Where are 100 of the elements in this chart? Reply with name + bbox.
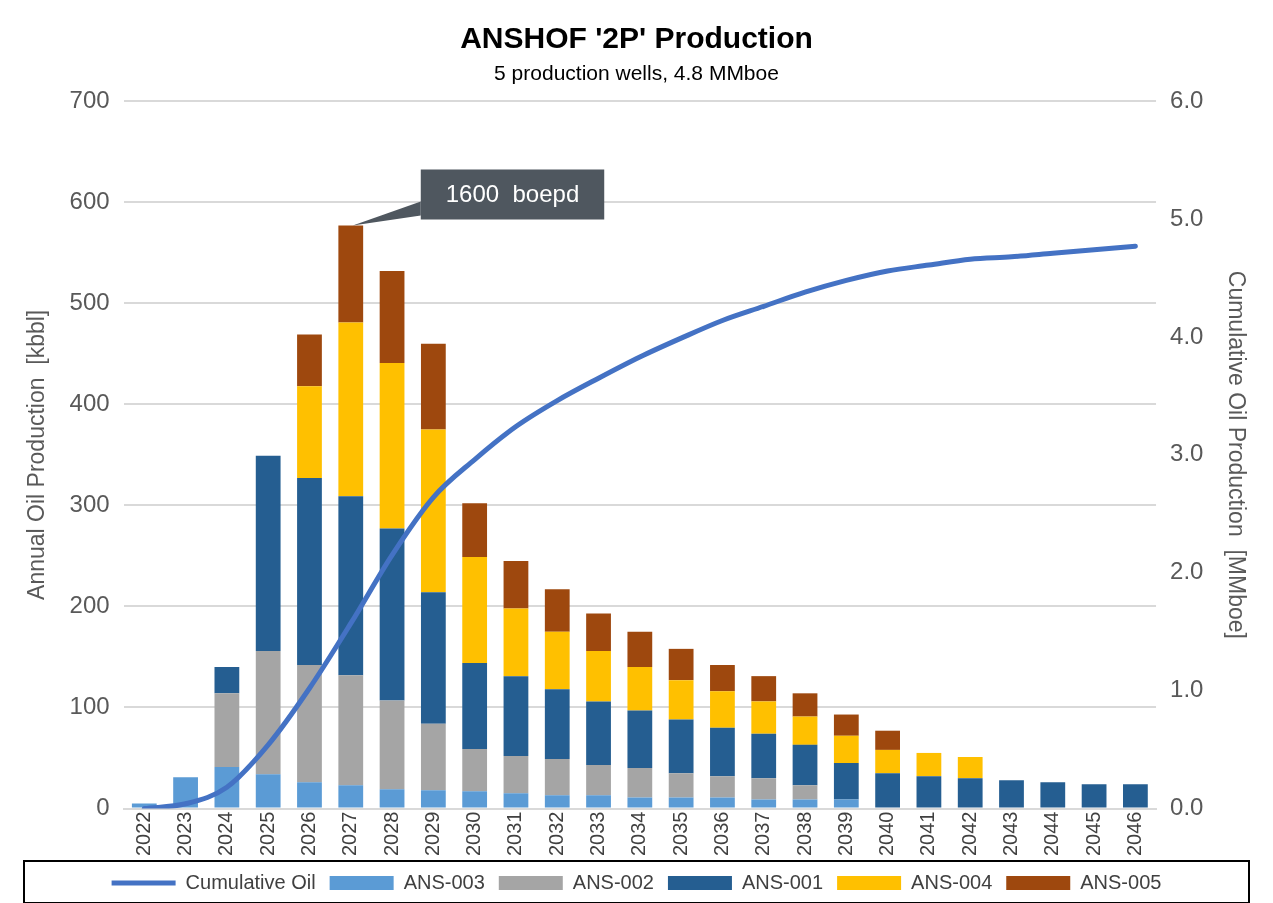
bar [833,799,859,808]
bar [627,631,653,668]
bar [255,455,281,651]
bar [916,776,942,808]
bar [751,701,777,734]
x-tick-label: 2031 [503,811,526,857]
y-axis-title: Annual Oil Production [kbbl] [23,309,50,600]
bar [627,768,653,798]
bar [297,665,322,783]
bar [462,791,488,808]
bar [710,691,735,728]
bar [957,756,983,779]
x-tick-label: 2022 [131,811,154,857]
x-tick-label: 2041 [916,811,939,857]
bar [668,719,694,774]
x-tick-label: 2024 [214,811,237,857]
bar [668,797,694,808]
x-tick-label: 2044 [1040,811,1063,857]
bar [379,789,405,808]
bar [420,343,446,430]
bar [586,613,611,651]
bar [586,701,611,766]
bar [503,793,529,808]
bar [1081,784,1107,808]
bar [627,667,653,711]
x-tick-label: 2030 [462,811,485,857]
bar [338,496,364,676]
bar [379,362,405,529]
bar [420,723,446,791]
bar [668,648,694,681]
y2-tick-label: 4.0 [1170,321,1204,349]
bar [792,799,818,808]
bar [710,797,735,808]
bar [379,270,405,363]
x-tick-label: 2033 [586,811,609,857]
bar [1123,784,1148,808]
bar [710,776,735,798]
bar [833,763,859,800]
bar [792,744,818,786]
bar [297,386,322,479]
x-tick-label: 2032 [544,811,567,857]
bar [586,795,611,808]
bar [255,650,281,775]
legend-label: ANS-001 [741,870,824,893]
bar [751,799,777,808]
bar [875,749,900,774]
bar [338,225,364,323]
x-tick-label: 2027 [338,811,361,857]
y2-tick-label: 6.0 [1170,85,1204,113]
x-tick-label: 2023 [173,811,196,857]
bar [833,714,859,736]
bar [420,592,446,724]
x-tick-label: 2028 [379,811,402,857]
chart-subtitle: 5 production wells, 4.8 MMboe [494,61,779,85]
bar [875,730,900,750]
bar [462,503,488,557]
bar [751,676,777,702]
bar [379,700,405,790]
bar [544,689,570,759]
bar [297,478,322,666]
y2-tick-label: 1.0 [1170,675,1204,703]
x-tick-label: 2037 [751,811,774,857]
y-tick-label: 600 [69,186,110,214]
bar [214,693,240,768]
y-tick-label: 700 [69,85,110,113]
x-tick-label: 2025 [255,811,278,857]
bar [792,785,818,800]
y2-tick-label: 5.0 [1170,203,1204,231]
bar [503,755,529,794]
bar [586,765,611,796]
bar [544,759,570,796]
bar [544,795,570,808]
bar [338,785,364,808]
x-tick-label: 2040 [875,811,898,857]
bar [338,322,364,497]
bar [710,665,735,692]
legend-label: ANS-003 [403,870,485,893]
bar [462,748,488,792]
x-tick-label: 2043 [999,811,1022,857]
bar [833,735,859,764]
bar [586,650,611,702]
bar [297,782,322,808]
bar [420,429,446,593]
x-tick-label: 2046 [1122,811,1145,857]
bar [792,716,818,745]
bar [338,675,364,786]
x-tick-label: 2035 [668,811,691,857]
bar [255,774,281,808]
legend-label: Cumulative Oil [185,870,316,893]
legend-label: ANS-002 [572,870,654,893]
bar [957,778,983,808]
bar [503,560,529,609]
bar [379,528,405,701]
x-tick-label: 2042 [957,811,980,857]
y-tick-label: 300 [69,490,110,517]
y-tick-label: 200 [69,591,110,619]
bar [214,667,240,694]
annotation: 1600 boepd [445,180,580,208]
bar [1040,782,1066,808]
bar [751,733,777,779]
